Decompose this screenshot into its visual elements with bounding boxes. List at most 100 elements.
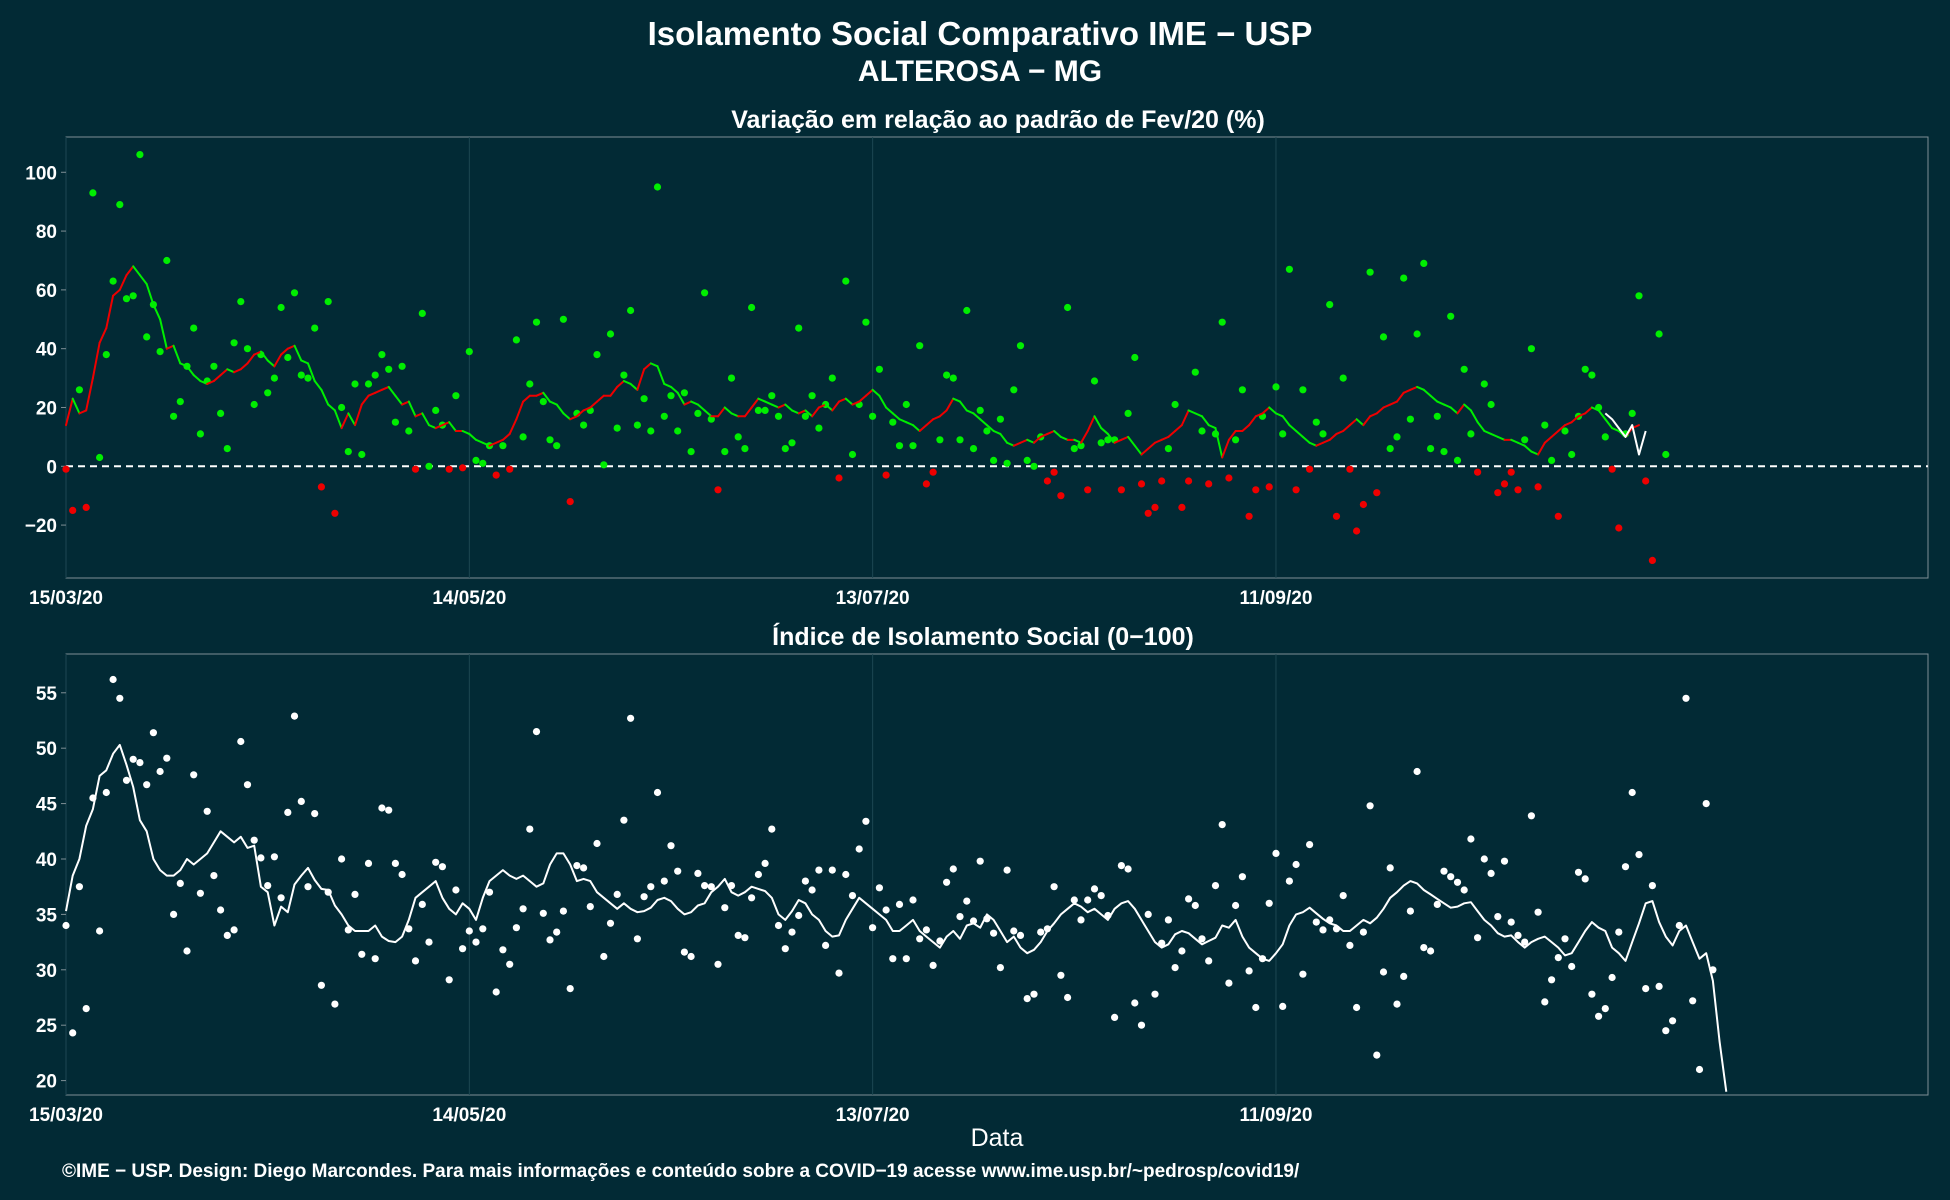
moving-average-segment (542, 391, 551, 403)
moving-average-segment (676, 391, 686, 406)
moving-average-segment (898, 418, 908, 424)
moving-average-segment (932, 415, 941, 421)
moving-average-segment (1086, 415, 1096, 432)
daily-point (1554, 512, 1562, 520)
moving-average-segment (1422, 388, 1432, 397)
moving-average-segment (1355, 418, 1365, 427)
moving-average-segment (938, 409, 948, 418)
moving-average-segment (952, 397, 962, 403)
daily-point (1205, 957, 1213, 965)
daily-point (411, 957, 420, 965)
moving-average-segment (481, 441, 491, 447)
moving-average-segment (596, 394, 605, 403)
daily-point (1669, 1017, 1677, 1025)
daily-point (600, 952, 608, 961)
daily-point (331, 1000, 339, 1008)
moving-average-segment (636, 368, 646, 391)
moving-average-segment (717, 406, 726, 418)
moving-average-segment (1221, 438, 1230, 459)
x-tick-label: 11/09/20 (1240, 1105, 1313, 1126)
daily-point (640, 395, 648, 403)
moving-average-segment (804, 409, 814, 418)
daily-point (875, 365, 884, 373)
moving-average-segment (1530, 450, 1540, 456)
daily-point (1500, 480, 1509, 488)
daily-point (250, 836, 258, 844)
daily-point (680, 948, 689, 956)
daily-point (1185, 477, 1193, 485)
daily-point (1373, 1051, 1381, 1059)
daily-point (532, 728, 541, 736)
daily-point (1393, 1000, 1401, 1008)
moving-average-segment (1543, 435, 1553, 444)
daily-point (1460, 886, 1468, 894)
daily-point (506, 465, 514, 473)
daily-point (1084, 896, 1092, 904)
daily-point (983, 427, 991, 435)
daily-point (1675, 921, 1683, 930)
daily-point (411, 465, 420, 473)
daily-point (1453, 878, 1462, 886)
daily-point (1104, 436, 1112, 444)
daily-point (1406, 415, 1414, 423)
daily-point (734, 433, 742, 441)
daily-point (1487, 400, 1495, 409)
daily-point (1043, 477, 1051, 485)
moving-average-segment (488, 441, 498, 447)
daily-point (687, 448, 695, 456)
daily-point (163, 256, 171, 265)
moving-average-segment (945, 397, 955, 412)
y-tick-label: 30 (36, 961, 57, 982)
moving-average-segment (1187, 409, 1197, 415)
daily-point (459, 464, 467, 472)
moving-average-segment (259, 350, 269, 362)
daily-point (1588, 371, 1596, 379)
daily-point (842, 870, 850, 879)
moving-average-segment (999, 432, 1009, 444)
y-tick-label: 50 (36, 739, 57, 760)
daily-point (1171, 400, 1179, 409)
daily-point (391, 418, 399, 426)
moving-average-segment (905, 421, 914, 427)
moving-average-segment (817, 403, 827, 409)
y-tick-label: 25 (36, 1016, 58, 1037)
daily-point (270, 853, 278, 861)
moving-average-segment (427, 424, 437, 430)
daily-point (1379, 968, 1388, 976)
daily-point (1359, 928, 1367, 936)
daily-point (1245, 967, 1253, 975)
daily-point (895, 900, 904, 909)
daily-point (862, 318, 870, 326)
daily-point (1413, 330, 1421, 338)
daily-point (620, 371, 628, 379)
daily-point (895, 442, 904, 450)
moving-average-segment (838, 397, 847, 403)
daily-point (586, 903, 594, 911)
y-tick-label: 80 (36, 222, 57, 243)
daily-point (1299, 970, 1307, 978)
daily-point (1164, 445, 1172, 453)
daily-point (768, 392, 776, 400)
daily-point (1521, 436, 1529, 444)
daily-point (1225, 474, 1233, 482)
y-tick-label: 35 (36, 905, 58, 926)
daily-point (1460, 365, 1468, 373)
daily-point (613, 424, 621, 432)
moving-average-segment (441, 421, 451, 427)
daily-point (916, 342, 924, 350)
daily-point (1541, 421, 1549, 429)
daily-point (606, 919, 615, 927)
daily-point (499, 442, 507, 450)
daily-point (1588, 990, 1596, 998)
moving-average-segment (1113, 438, 1123, 444)
moving-average-segment (1093, 415, 1103, 430)
daily-point (304, 883, 312, 891)
daily-point (277, 894, 285, 902)
moving-average-segment (1322, 438, 1331, 444)
daily-point (1198, 935, 1206, 943)
moving-average-segment (1012, 441, 1022, 447)
moving-average-segment (138, 274, 148, 285)
moving-average-segment (1127, 435, 1136, 447)
daily-point (1205, 480, 1213, 488)
